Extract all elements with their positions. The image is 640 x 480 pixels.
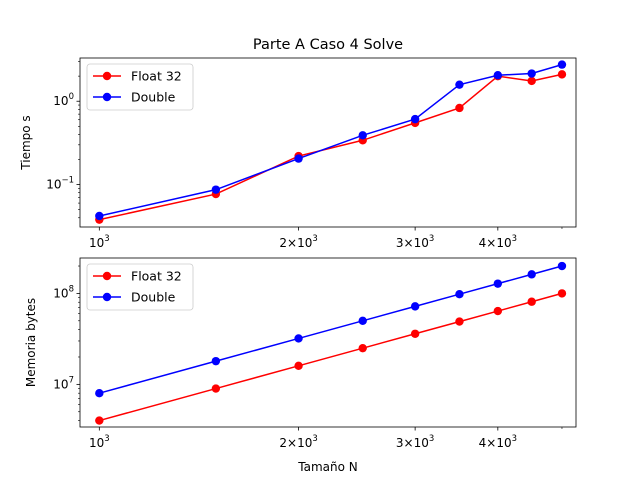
data-point bbox=[527, 270, 536, 279]
x-tick-label-base: 4×10 bbox=[479, 236, 512, 250]
x-tick-label-exponent: 3 bbox=[429, 234, 434, 244]
data-point bbox=[358, 131, 367, 140]
data-point bbox=[527, 297, 536, 306]
legend-marker bbox=[102, 271, 112, 281]
data-point bbox=[410, 329, 420, 338]
y-tick-label-exponent: 0 bbox=[69, 92, 74, 102]
data-point bbox=[455, 290, 464, 299]
y-tick-label-base: 10 bbox=[53, 94, 68, 108]
data-point bbox=[455, 103, 464, 113]
data-point bbox=[557, 261, 567, 271]
x-tick-label-base: 10 bbox=[89, 436, 104, 450]
x-tick-label: 103 bbox=[89, 234, 110, 250]
data-point bbox=[455, 317, 464, 326]
x-tick-label: 2×103 bbox=[279, 234, 317, 250]
chart-title: Parte A Caso 4 Solve bbox=[253, 37, 403, 53]
y-axis-label: Memoria bytes bbox=[24, 298, 38, 387]
x-tick-label-exponent: 3 bbox=[429, 434, 434, 444]
data-point bbox=[294, 334, 303, 343]
data-point bbox=[410, 114, 420, 124]
data-point bbox=[557, 60, 567, 69]
legend-entry: Float 32 bbox=[131, 269, 182, 284]
data-point bbox=[455, 80, 464, 89]
x-tick-label-base: 2×10 bbox=[279, 436, 312, 450]
y-tick-label: 10−1 bbox=[46, 176, 74, 192]
x-tick-label-base: 10 bbox=[89, 236, 104, 250]
data-point bbox=[493, 306, 503, 316]
x-tick-label: 2×103 bbox=[279, 434, 317, 450]
data-point bbox=[527, 76, 536, 86]
data-point bbox=[95, 211, 104, 221]
x-tick-label: 4×103 bbox=[479, 234, 517, 250]
x-tick-label-exponent: 3 bbox=[312, 434, 317, 444]
data-point bbox=[358, 316, 367, 325]
legend-marker bbox=[102, 71, 112, 81]
data-point bbox=[294, 361, 303, 371]
y-tick-label-base: 10 bbox=[53, 286, 68, 300]
data-point bbox=[493, 279, 503, 288]
x-tick-label: 3×103 bbox=[396, 434, 434, 450]
data-point bbox=[211, 356, 221, 366]
x-tick-label-base: 2×10 bbox=[279, 236, 312, 250]
y-tick-label: 100 bbox=[53, 92, 74, 108]
x-tick-label: 103 bbox=[89, 434, 110, 450]
y-tick-label: 108 bbox=[53, 284, 74, 300]
y-tick-label-exponent: −1 bbox=[61, 176, 74, 186]
data-point bbox=[527, 69, 536, 78]
x-tick-label-exponent: 3 bbox=[104, 234, 109, 244]
x-tick-label-exponent: 3 bbox=[312, 234, 317, 244]
legend-entry: Float 32 bbox=[131, 69, 182, 84]
data-point bbox=[294, 154, 303, 163]
y-tick-label-exponent: 7 bbox=[69, 375, 74, 385]
data-point bbox=[358, 343, 367, 353]
data-point bbox=[557, 289, 567, 298]
x-tick-label: 4×103 bbox=[479, 434, 517, 450]
x-tick-label-base: 4×10 bbox=[479, 436, 512, 450]
x-tick-label-base: 3×10 bbox=[396, 236, 429, 250]
legend-entry: Double bbox=[131, 90, 176, 105]
series-line-1 bbox=[99, 292, 563, 422]
legend-marker bbox=[102, 92, 112, 102]
plot-frame bbox=[79, 57, 577, 228]
legend-marker bbox=[102, 292, 112, 302]
y-tick-label: 107 bbox=[53, 375, 74, 391]
legend-entry: Double bbox=[131, 290, 176, 305]
y-tick-label-base: 10 bbox=[53, 377, 68, 391]
x-tick-label: 3×103 bbox=[396, 234, 434, 250]
x-axis-label: Tamaño N bbox=[297, 460, 357, 474]
data-point bbox=[211, 384, 221, 393]
data-point bbox=[410, 302, 420, 311]
x-tick-label-exponent: 3 bbox=[104, 434, 109, 444]
data-point bbox=[557, 70, 567, 79]
x-tick-label-exponent: 3 bbox=[512, 434, 517, 444]
y-axis-label: Tiempo s bbox=[19, 115, 33, 170]
data-point bbox=[95, 388, 104, 398]
y-tick-label-base: 10 bbox=[46, 178, 61, 192]
data-point bbox=[211, 185, 221, 194]
y-tick-label-exponent: 8 bbox=[69, 284, 74, 294]
x-tick-label-base: 3×10 bbox=[396, 436, 429, 450]
data-point bbox=[493, 71, 503, 80]
plot-frame bbox=[79, 257, 577, 428]
x-tick-label-exponent: 3 bbox=[512, 234, 517, 244]
data-point bbox=[95, 416, 104, 425]
